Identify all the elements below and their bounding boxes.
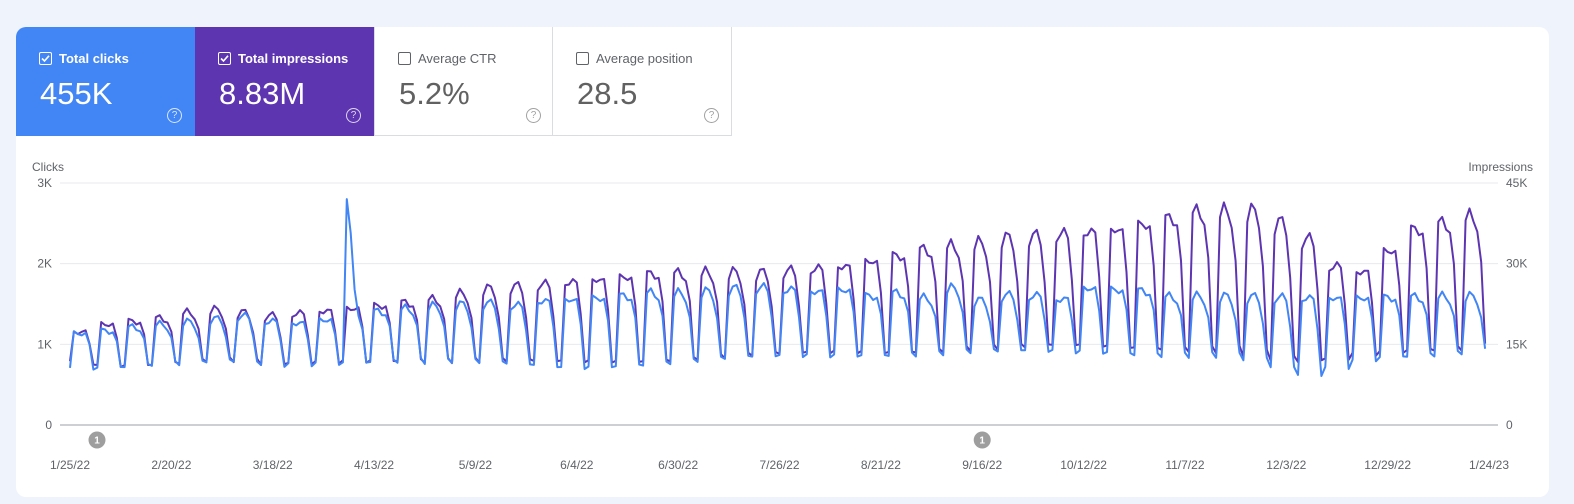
metric-total-clicks[interactable]: Total clicks 455K ? (16, 27, 195, 136)
left-axis-title: Clicks (32, 160, 64, 174)
x-axis-tick: 6/4/22 (560, 458, 594, 472)
x-axis-tick: 5/9/22 (459, 458, 493, 472)
metric-label: Average CTR (418, 51, 497, 66)
metric-total-impressions[interactable]: Total impressions 8.83M ? (195, 27, 374, 136)
annotation-marker[interactable]: 1 (973, 431, 991, 449)
metric-average-position[interactable]: Average position 28.5 ? (553, 27, 732, 136)
question-circle-icon[interactable]: ? (346, 108, 361, 123)
checkbox-checked-icon[interactable] (218, 52, 231, 65)
x-axis-tick: 11/7/22 (1165, 458, 1204, 472)
question-circle-icon[interactable]: ? (704, 108, 719, 123)
question-circle-icon[interactable]: ? (167, 108, 182, 123)
annotation-marker[interactable]: 1 (88, 431, 106, 449)
metric-label: Total clicks (59, 51, 129, 66)
right-axis-tick: 0 (1506, 418, 1513, 432)
x-axis-tick: 6/30/22 (658, 458, 698, 472)
svg-text:1: 1 (94, 436, 100, 447)
metric-value: 28.5 (577, 76, 638, 111)
svg-text:1: 1 (979, 436, 985, 447)
x-axis-tick: 4/13/22 (354, 458, 394, 472)
question-circle-icon[interactable]: ? (526, 108, 541, 123)
x-axis-tick: 1/25/22 (50, 458, 90, 472)
performance-card: Total clicks 455K ? Total impressions 8.… (16, 27, 1549, 497)
x-axis-tick: 12/29/22 (1364, 458, 1411, 472)
x-axis-tick: 12/3/22 (1266, 458, 1306, 472)
x-axis-tick: 7/26/22 (759, 458, 799, 472)
x-axis-tick: 1/24/23 (1469, 458, 1509, 472)
metric-value: 455K (40, 76, 113, 111)
right-axis-tick: 15K (1506, 337, 1527, 351)
metric-label: Total impressions (238, 51, 349, 66)
left-axis-tick: 0 (45, 418, 52, 432)
x-axis-tick: 2/20/22 (151, 458, 191, 472)
metric-average-ctr[interactable]: Average CTR 5.2% ? (374, 27, 553, 136)
left-axis-tick: 3K (37, 176, 52, 190)
right-axis-tick: 45K (1506, 176, 1527, 190)
left-axis-tick: 1K (37, 337, 52, 351)
x-axis-tick: 10/12/22 (1060, 458, 1107, 472)
clicks-series-line (69, 198, 1487, 377)
right-axis-title: Impressions (1468, 160, 1533, 174)
performance-chart[interactable]: 0 0 1K 15K 2K 30K 3K 45K 1/25/22 2/20/22 3/18/22 4/… (16, 27, 1549, 497)
x-axis-tick: 9/16/22 (962, 458, 1002, 472)
left-axis-tick: 2K (37, 257, 52, 271)
x-axis-tick: 3/18/22 (253, 458, 293, 472)
metric-value: 8.83M (219, 76, 306, 111)
checkbox-checked-icon[interactable] (39, 52, 52, 65)
metric-value: 5.2% (399, 76, 470, 111)
right-axis-tick: 30K (1506, 257, 1527, 271)
checkbox-unchecked-icon[interactable] (398, 52, 411, 65)
x-axis-tick: 8/21/22 (861, 458, 901, 472)
checkbox-unchecked-icon[interactable] (576, 52, 589, 65)
impressions-series-line (69, 201, 1487, 368)
metric-label: Average position (596, 51, 693, 66)
